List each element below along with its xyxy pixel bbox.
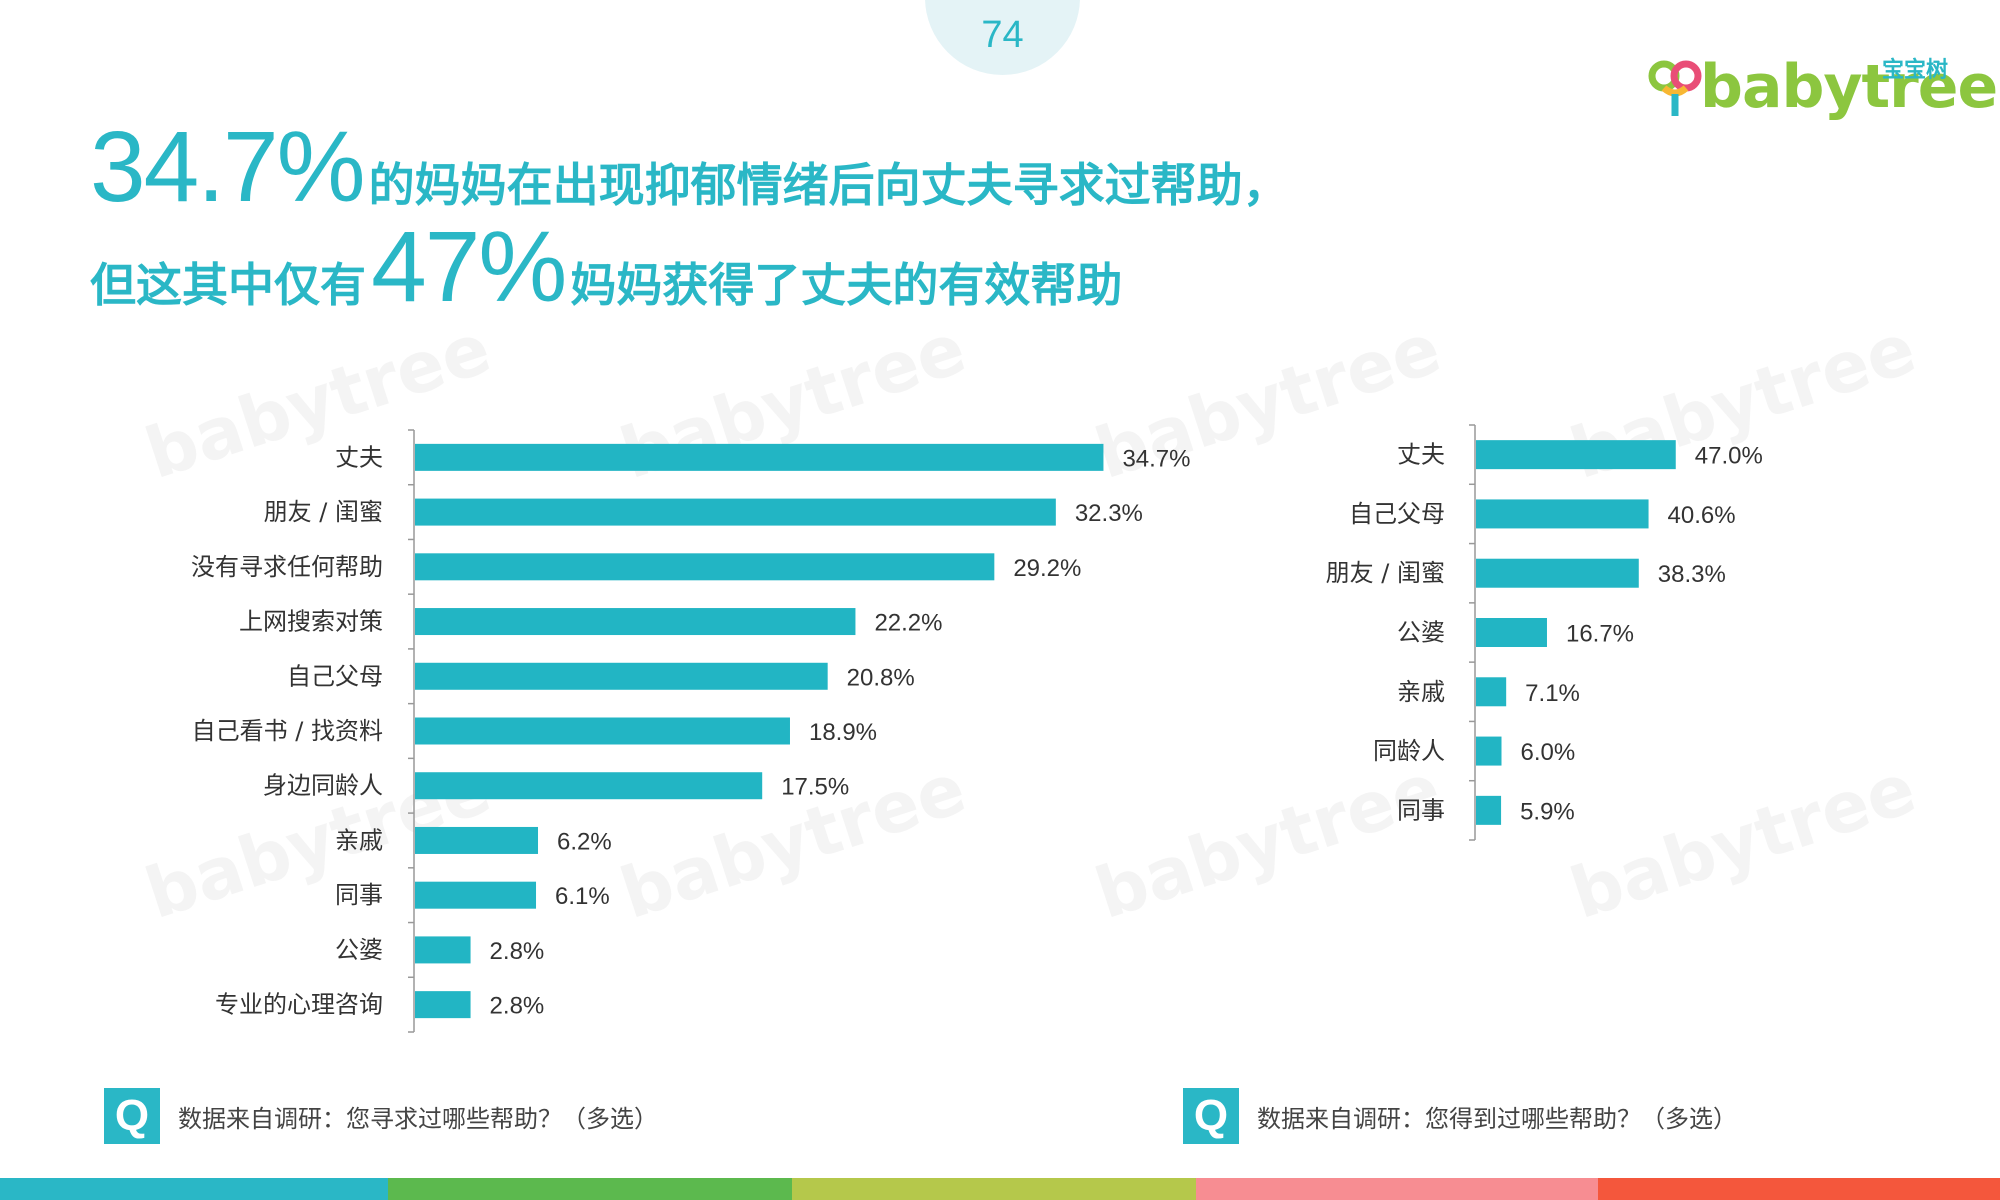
category-label: 同事	[335, 881, 383, 909]
bar	[415, 443, 1104, 471]
footnote-text: 数据来自调研：您寻求过哪些帮助？（多选）	[178, 1104, 658, 1133]
bar	[415, 553, 995, 581]
bar	[415, 936, 471, 964]
data-label: 47.0%	[1695, 443, 1763, 470]
logo-wordmark: babytree	[1700, 52, 1998, 122]
footer-color-bar	[0, 1178, 2000, 1200]
data-label: 32.3%	[1075, 500, 1143, 527]
data-label: 6.2%	[557, 828, 612, 855]
bar	[415, 498, 1056, 526]
data-label: 20.8%	[847, 664, 915, 691]
data-label: 34.7%	[1122, 445, 1190, 472]
data-label: 5.9%	[1520, 798, 1575, 825]
footnote-right: Q 数据来自调研：您得到过哪些帮助？（多选）	[1183, 1088, 1737, 1144]
footnote-left: Q 数据来自调研：您寻求过哪些帮助？（多选）	[104, 1088, 658, 1144]
data-label: 22.2%	[874, 610, 942, 637]
data-label: 18.9%	[809, 719, 877, 746]
headline-text-2a: 但这其中仅有	[90, 258, 366, 312]
category-label: 上网搜索对策	[239, 608, 383, 636]
data-label: 6.0%	[1521, 739, 1576, 766]
data-label: 2.8%	[490, 993, 545, 1020]
category-label: 丈夫	[1397, 441, 1445, 469]
data-label: 16.7%	[1566, 621, 1634, 648]
category-label: 自己看书 / 找资料	[192, 717, 383, 745]
category-label: 身边同龄人	[263, 772, 383, 800]
babytree-logo-icon	[1648, 60, 1702, 116]
bar	[415, 991, 471, 1019]
headline-line-1: 34.7% 的妈妈在出现抑郁情绪后向丈夫寻求过帮助，	[90, 110, 1289, 225]
footer-segment	[388, 1178, 792, 1200]
data-label: 38.3%	[1658, 561, 1726, 588]
logo-chinese-name: 宝宝树	[1881, 58, 1948, 83]
category-label: 公婆	[1397, 619, 1445, 647]
category-label: 亲戚	[1397, 678, 1445, 706]
category-label: 专业的心理咨询	[215, 991, 383, 1019]
bar	[1476, 795, 1502, 825]
footer-segment	[0, 1178, 388, 1200]
page-number: 74	[981, 14, 1024, 56]
category-label: 自己父母	[287, 662, 383, 690]
bar	[1476, 499, 1649, 529]
category-label: 公婆	[335, 936, 383, 964]
data-label: 2.8%	[490, 938, 545, 965]
category-label: 朋友 / 闺蜜	[1326, 559, 1445, 587]
data-label: 29.2%	[1013, 555, 1081, 582]
headline-stat-1: 34.7%	[90, 111, 366, 223]
category-label: 同龄人	[1373, 737, 1445, 765]
question-icon: Q	[1183, 1088, 1239, 1144]
bar	[1476, 677, 1507, 707]
category-label: 没有寻求任何帮助	[191, 553, 383, 581]
bar	[415, 717, 790, 745]
headline-text-2b: 妈妈获得了丈夫的有效帮助	[570, 258, 1123, 312]
headline-line-2: 但这其中仅有 47% 妈妈获得了丈夫的有效帮助	[90, 210, 1122, 325]
footnote-text: 数据来自调研：您得到过哪些帮助？（多选）	[1257, 1104, 1737, 1133]
headline-stat-2: 47%	[371, 211, 567, 323]
headline-text-1: 的妈妈在出现抑郁情绪后向丈夫寻求过帮助，	[368, 158, 1289, 212]
category-label: 同事	[1397, 796, 1445, 824]
bar	[415, 772, 763, 800]
question-icon: Q	[104, 1088, 160, 1144]
bar	[1476, 440, 1676, 470]
bar	[415, 608, 856, 636]
data-label: 6.1%	[555, 883, 610, 910]
category-label: 自己父母	[1349, 500, 1445, 528]
bar	[415, 662, 828, 690]
footer-segment	[1598, 1178, 2000, 1200]
data-label: 40.6%	[1668, 502, 1736, 529]
footer-segment	[792, 1178, 1196, 1200]
data-label: 7.1%	[1525, 680, 1580, 707]
bar	[1476, 558, 1639, 588]
category-label: 亲戚	[335, 826, 383, 854]
bar	[1476, 736, 1502, 766]
data-label: 17.5%	[781, 774, 849, 801]
footer-segment	[1196, 1178, 1598, 1200]
bar	[415, 881, 537, 909]
category-label: 朋友 / 闺蜜	[264, 498, 383, 526]
bar	[415, 826, 539, 854]
category-label: 丈夫	[335, 443, 383, 471]
bar	[1476, 618, 1547, 647]
